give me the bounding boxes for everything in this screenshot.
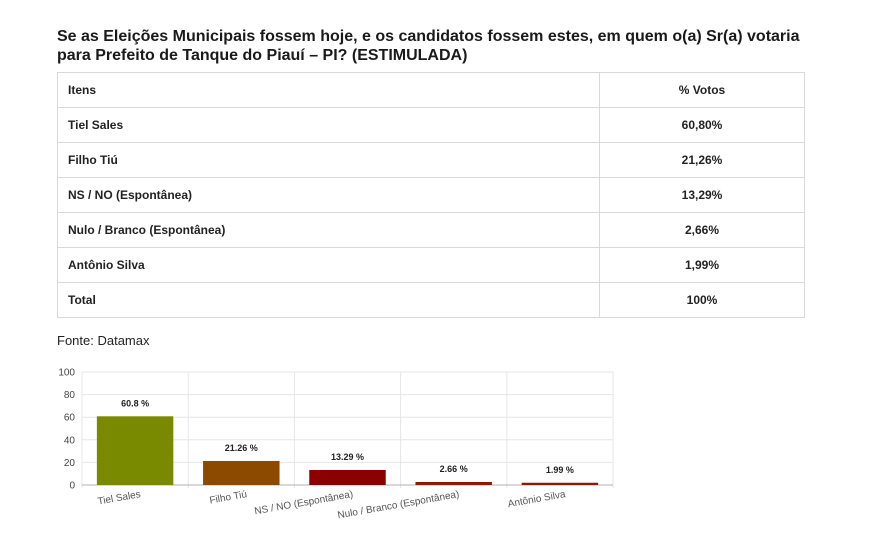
row-votes: 60,80%: [599, 107, 805, 143]
table-row: Tiel Sales 60,80%: [57, 107, 805, 143]
x-tick-label: Nulo / Branco (Espontânea): [337, 489, 460, 521]
y-tick-label: 100: [58, 368, 75, 379]
bar-chart: 0 20 40 60 80 100 60.8 % Tiel Sales 21.26 % Filho…: [58, 368, 614, 521]
row-votes: 13,29%: [599, 177, 805, 213]
x-tick-label: Antônio Silva: [507, 489, 567, 510]
bar: [309, 469, 386, 485]
header-votes: % Votos: [599, 72, 805, 108]
row-votes: 2,66%: [599, 212, 805, 248]
y-tick-label: 0: [69, 481, 75, 492]
row-votes: 100%: [599, 282, 805, 318]
row-votes: 21,26%: [599, 142, 805, 178]
row-item: Nulo / Branco (Espontânea): [57, 212, 600, 248]
row-item: NS / NO (Espontânea): [57, 177, 600, 213]
data-label: 1.99 %: [546, 465, 574, 475]
data-label: 60.8 %: [121, 398, 149, 408]
table-header-row: Itens % Votos: [57, 72, 805, 108]
table-row: NS / NO (Espontânea) 13,29%: [57, 177, 805, 213]
y-tick-label: 60: [64, 413, 76, 424]
y-tick-label: 20: [64, 458, 76, 469]
row-item: Tiel Sales: [57, 107, 600, 143]
x-tick-label: Filho Tiú: [209, 489, 248, 506]
table-row-total: Total 100%: [57, 282, 805, 318]
table-row: Filho Tiú 21,26%: [57, 142, 805, 178]
table-row: Antônio Silva 1,99%: [57, 247, 805, 283]
row-votes: 1,99%: [599, 247, 805, 283]
source-note: Fonte: Datamax: [57, 333, 150, 348]
x-tick-label: Tiel Sales: [97, 489, 142, 507]
bar: [203, 460, 280, 485]
row-item: Total: [57, 282, 600, 318]
data-label: 13.29 %: [331, 452, 364, 462]
y-tick-label: 40: [64, 435, 76, 446]
row-item: Antônio Silva: [57, 247, 600, 283]
table-row: Nulo / Branco (Espontânea) 2,66%: [57, 212, 805, 248]
row-item: Filho Tiú: [57, 142, 600, 178]
bar: [415, 481, 492, 485]
header-items: Itens: [57, 72, 600, 108]
data-label: 21.26 %: [225, 443, 258, 453]
results-table: Itens % Votos Tiel Sales 60,80% Filho Ti…: [57, 72, 805, 318]
page-title: Se as Eleições Municipais fossem hoje, e…: [57, 28, 800, 64]
data-label: 2.66 %: [440, 464, 468, 474]
y-tick-label: 80: [64, 390, 76, 401]
bar: [521, 482, 599, 485]
bar: [96, 416, 174, 485]
